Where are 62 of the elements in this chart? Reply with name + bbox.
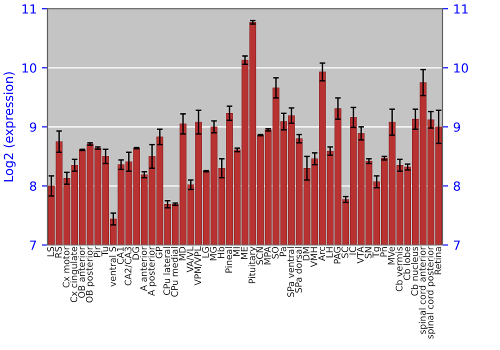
x-tick-label: ME	[240, 246, 248, 259]
x-tick-label: Retina	[434, 247, 442, 274]
x-tick-label: VTA	[357, 246, 364, 264]
x-tick-label: SPa ventral	[287, 247, 294, 297]
x-tick-label: DG	[132, 247, 140, 260]
x-tick-label: Pa	[280, 247, 286, 256]
x-tick-label: Hb	[217, 246, 224, 258]
y2-tick-label: 9	[454, 122, 460, 132]
y-tick-label: 10	[22, 63, 36, 73]
x-tick-label: CPu lateral	[163, 247, 170, 295]
x-tick-label: VA/VL	[186, 246, 194, 272]
x-tick-label: ventral S	[108, 246, 116, 287]
x-tick-label: MVe	[388, 246, 395, 264]
y-tick-label: 9	[30, 122, 36, 132]
x-tick-label: Arc	[318, 246, 326, 261]
y-axis-title: Log2 (expression)	[4, 72, 16, 182]
y-tick-label: 11	[22, 4, 36, 14]
x-tick-label: Pir	[93, 246, 100, 257]
x-tick-label: spinal cord posterior	[426, 246, 436, 339]
x-tick-label: SC	[341, 246, 348, 258]
x-tick-label: GP	[156, 246, 162, 258]
x-tick-label: VPM/VPL	[194, 246, 202, 286]
x-tick-label: SPa dorsal	[294, 247, 302, 293]
y2-tick-label: 10	[454, 63, 468, 73]
x-tick-label: CA1	[116, 247, 124, 264]
x-tick-label: PAG	[334, 247, 341, 264]
x-tick-label: OB posterior	[86, 246, 94, 303]
x-tick-label: SCN	[256, 247, 264, 265]
x-tick-label: RS	[54, 246, 62, 258]
x-tick-label: MD	[178, 246, 186, 260]
x-tick-label: Pn	[380, 247, 387, 257]
x-tick-label: Cb lobe	[403, 246, 410, 280]
x-tick-label: Cx motor	[62, 246, 70, 288]
x-tick-label: OB anterior	[78, 246, 85, 298]
x-tick-label: A anterior	[140, 246, 147, 292]
x-tick-label: MPA	[264, 246, 271, 264]
y-tick-label: 8	[30, 181, 36, 191]
x-tick-label: IC	[349, 246, 356, 254]
y-tick-label: 7	[30, 240, 36, 250]
x-tick-label: LG	[202, 247, 209, 258]
x-tick-label: Pituitary	[248, 246, 258, 284]
y2-tick-label: 8	[454, 181, 460, 191]
x-tick-label: Cb vermis	[396, 246, 403, 292]
x-tick-label: Tg	[372, 247, 382, 258]
x-tick-label: LS	[47, 246, 54, 256]
x-tick-label: Tu	[102, 247, 108, 256]
x-tick-label: MI	[233, 247, 240, 256]
x-tick-label: A posterior	[148, 246, 156, 296]
x-tick-label: DM	[302, 247, 310, 260]
x-tick-label: Cb nucleus	[411, 246, 418, 296]
x-tick-label: VMH	[310, 247, 318, 268]
x-tick-label: spinal cord anterior	[418, 246, 428, 334]
x-tick-label: MG	[210, 247, 217, 260]
x-tick-label: LH	[326, 247, 333, 258]
x-tick-label: CA2/CA3	[124, 247, 132, 286]
x-tick-label: SN	[364, 247, 372, 258]
y2-tick-label: 7	[454, 240, 460, 250]
y2-tick-label: 11	[454, 4, 468, 14]
x-tick-label: Pineal	[225, 247, 232, 273]
x-tick-label: Cx cingulate	[70, 246, 79, 302]
x-tick-label: CPu medial	[170, 247, 178, 297]
x-tick-label: SO	[272, 246, 279, 259]
